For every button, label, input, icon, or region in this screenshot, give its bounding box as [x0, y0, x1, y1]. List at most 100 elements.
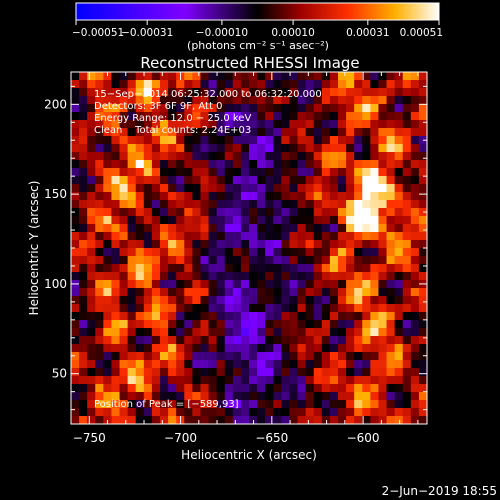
- heatmap-cell: [160, 312, 169, 321]
- heatmap-cell: [329, 160, 339, 169]
- heatmap-cell: [200, 136, 210, 145]
- heatmap-cell: [281, 248, 291, 257]
- heatmap-cell: [151, 416, 161, 424]
- heatmap-cell: [224, 416, 234, 424]
- heatmap-cell: [184, 104, 193, 113]
- heatmap-cell: [362, 232, 371, 241]
- heatmap-cell: [354, 400, 363, 409]
- heatmap-cell: [249, 184, 258, 193]
- heatmap-cell: [200, 120, 210, 129]
- heatmap-cell: [329, 296, 339, 305]
- heatmap-cell: [370, 336, 380, 345]
- heatmap-cell: [168, 408, 177, 417]
- heatmap-cell: [378, 368, 388, 377]
- heatmap-cell: [103, 248, 113, 257]
- heatmap-cell: [200, 328, 210, 337]
- heatmap-cell: [127, 320, 137, 329]
- heatmap-cell: [71, 312, 80, 321]
- heatmap-cell: [232, 376, 242, 385]
- heatmap-cell: [402, 128, 412, 137]
- heatmap-cell: [143, 344, 153, 353]
- colorbar: [75, 2, 440, 21]
- heatmap-cell: [135, 360, 145, 369]
- heatmap-cell: [160, 352, 169, 361]
- heatmap-cell: [257, 408, 266, 417]
- heatmap-cell: [354, 112, 363, 121]
- heatmap-cell: [370, 352, 380, 361]
- heatmap-cell: [249, 208, 258, 217]
- heatmap-cell: [386, 184, 396, 193]
- heatmap-cell: [394, 336, 404, 345]
- heatmap-cell: [111, 288, 121, 297]
- heatmap-cell: [305, 128, 315, 137]
- heatmap-cell: [71, 72, 80, 81]
- heatmap-cell: [362, 384, 371, 393]
- heatmap-cell: [184, 328, 193, 337]
- heatmap-cell: [402, 280, 412, 289]
- heatmap-cell: [71, 288, 80, 297]
- heatmap-cell: [240, 392, 250, 401]
- heatmap-cell: [297, 248, 307, 257]
- heatmap-cell: [87, 176, 96, 185]
- heatmap-cell: [249, 368, 258, 377]
- heatmap-cell: [232, 368, 242, 377]
- heatmap-cell: [297, 400, 307, 409]
- heatmap-cell: [119, 216, 129, 225]
- heatmap-cell: [313, 192, 323, 201]
- heatmap-cell: [249, 152, 258, 161]
- heatmap-cell: [281, 376, 291, 385]
- heatmap-cell: [249, 376, 258, 385]
- heatmap-cell: [402, 344, 412, 353]
- heatmap-cell: [135, 184, 145, 193]
- heatmap-cell: [87, 136, 96, 145]
- heatmap-cell: [127, 168, 137, 177]
- heatmap-cell: [119, 392, 129, 401]
- heatmap-cell: [305, 200, 315, 209]
- heatmap-cell: [160, 368, 169, 377]
- heatmap-cell: [297, 344, 307, 353]
- heatmap-cell: [297, 272, 307, 281]
- heatmap-cell: [79, 224, 88, 233]
- heatmap-cell: [79, 288, 88, 297]
- heatmap-cell: [151, 80, 161, 89]
- heatmap-cell: [79, 360, 88, 369]
- heatmap-cell: [386, 72, 396, 81]
- heatmap-cell: [329, 192, 339, 201]
- heatmap-cell: [87, 224, 96, 233]
- heatmap-cell: [305, 288, 315, 297]
- heatmap-cell: [95, 336, 104, 345]
- heatmap-cell: [168, 296, 177, 305]
- heatmap-cell: [378, 256, 388, 265]
- heatmap-cell: [135, 208, 145, 217]
- heatmap-cell: [281, 256, 291, 265]
- heatmap-cell: [362, 192, 371, 201]
- heatmap-cell: [321, 272, 331, 281]
- heatmap-cell: [79, 392, 88, 401]
- heatmap-cell: [297, 384, 307, 393]
- heatmap-cell: [79, 320, 88, 329]
- heatmap-cell: [216, 224, 226, 233]
- heatmap-cell: [338, 360, 347, 369]
- heatmap-cell: [394, 144, 404, 153]
- heatmap-cell: [249, 304, 258, 313]
- heatmap-cell: [95, 88, 104, 97]
- heatmap-cell: [95, 112, 104, 121]
- heatmap-cell: [370, 288, 380, 297]
- heatmap-cell: [200, 144, 210, 153]
- heatmap-cell: [71, 176, 80, 185]
- heatmap-cell: [362, 352, 371, 361]
- heatmap-cell: [216, 144, 226, 153]
- heatmap-cell: [111, 392, 121, 401]
- heatmap-cell: [200, 112, 210, 121]
- heatmap-cell: [168, 208, 177, 217]
- heatmap-cell: [370, 256, 380, 265]
- heatmap-cell: [200, 416, 210, 424]
- heatmap-cell: [200, 160, 210, 169]
- heatmap-cell: [378, 376, 388, 385]
- heatmap-cell: [281, 136, 291, 145]
- heatmap-cell: [200, 248, 210, 257]
- heatmap-cell: [111, 416, 121, 424]
- heatmap-cell: [103, 232, 113, 241]
- heatmap-cell: [232, 288, 242, 297]
- colorbar-tick-label: −0.00031: [121, 27, 173, 39]
